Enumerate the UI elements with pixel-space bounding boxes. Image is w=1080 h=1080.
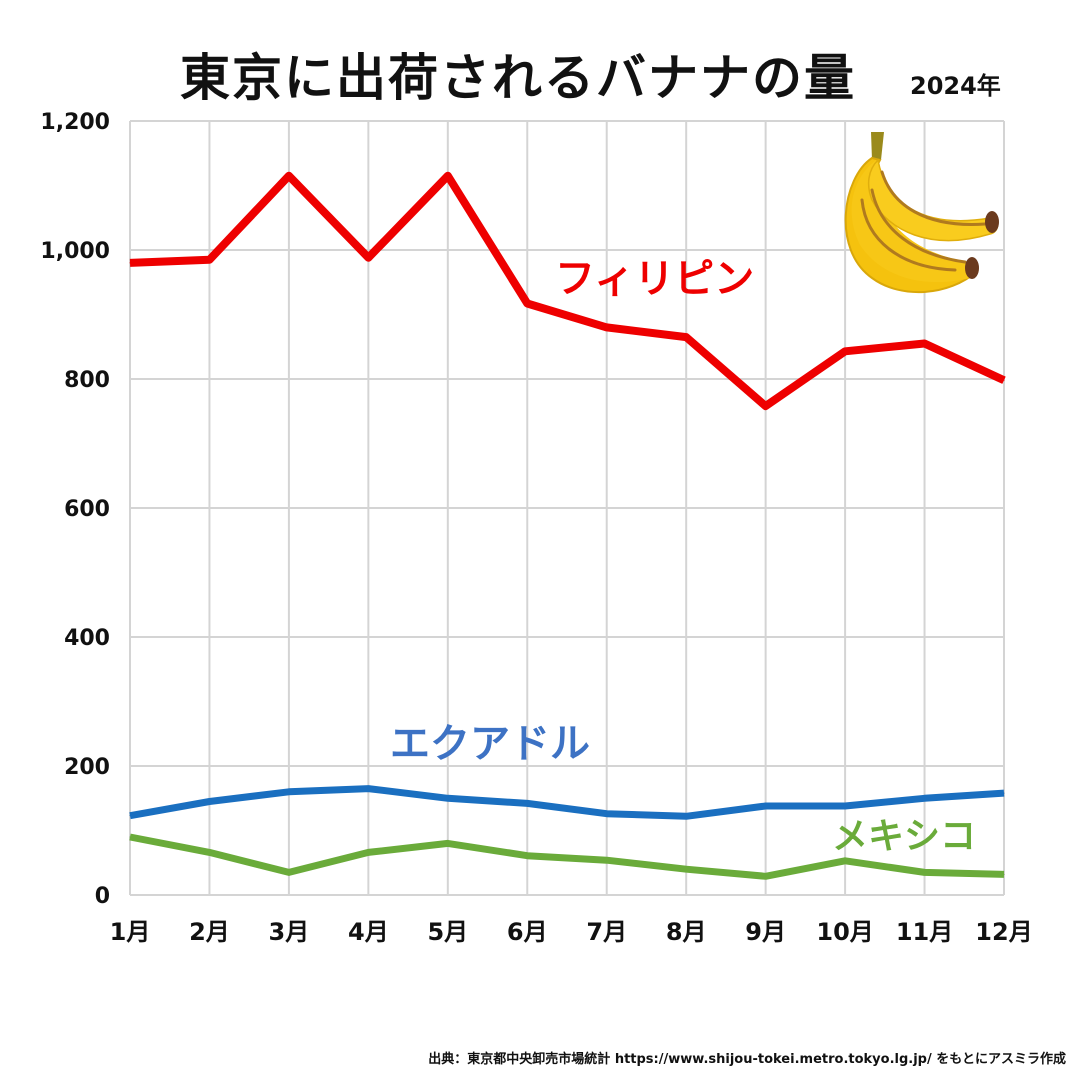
data-point [447, 842, 449, 844]
data-point [844, 350, 846, 352]
x-tick-label: 2月 [189, 918, 230, 946]
data-point [208, 259, 210, 261]
x-tick-label: 3月 [269, 918, 310, 946]
banana-stem [871, 132, 884, 160]
data-point [685, 868, 687, 870]
series-label: エクアドル [390, 721, 590, 767]
x-tick-label: 12月 [975, 918, 1032, 946]
data-point [447, 797, 449, 799]
data-point [367, 851, 369, 853]
data-point [606, 859, 608, 861]
y-tick-label: 1,200 [40, 110, 110, 135]
banana-tip [965, 257, 979, 279]
series-label: メキシコ [832, 816, 976, 857]
x-tick-label: 10月 [816, 918, 873, 946]
data-point [367, 788, 369, 790]
data-point [765, 875, 767, 877]
y-tick-label: 0 [95, 884, 110, 909]
x-tick-label: 9月 [745, 918, 786, 946]
x-tick-label: 6月 [507, 918, 548, 946]
x-tick-label: 7月 [586, 918, 627, 946]
chart-subtitle-year: 2024年 [910, 72, 1001, 100]
series-line [129, 785, 1005, 820]
data-point [288, 175, 290, 177]
data-point [765, 805, 767, 807]
y-tick-label: 600 [64, 497, 110, 522]
data-point [1003, 792, 1005, 794]
data-point [129, 262, 131, 264]
x-tick-label: 11月 [896, 918, 953, 946]
data-point [288, 871, 290, 873]
data-point [288, 791, 290, 793]
data-point [1003, 873, 1005, 875]
series-line [129, 833, 1005, 880]
data-point [1003, 379, 1005, 381]
y-tick-label: 1,000 [40, 239, 110, 264]
data-point [844, 805, 846, 807]
data-point [526, 303, 528, 305]
banana-tip [985, 211, 999, 233]
data-point [526, 802, 528, 804]
data-point [606, 326, 608, 328]
source-note: 出典：東京都中央卸売市場統計 https://www.shijou-tokei.… [428, 1052, 1066, 1067]
data-point [924, 871, 926, 873]
data-point [685, 336, 687, 338]
banana-middle [851, 160, 977, 283]
data-point [129, 815, 131, 817]
banana-illustration [844, 132, 999, 294]
data-point [924, 343, 926, 345]
y-tick-label: 400 [64, 626, 110, 651]
x-tick-label: 4月 [348, 918, 389, 946]
series-line [129, 171, 1006, 411]
data-point [526, 855, 528, 857]
data-point [685, 815, 687, 817]
series-label: フィリピン [555, 256, 754, 302]
data-point [367, 257, 369, 259]
axes: 0 200 400 600 800 1,000 1,200 1月 2月 3月 4月 5月 6月 7月 8月 9… [40, 110, 1032, 946]
data-point [208, 800, 210, 802]
data-point [924, 797, 926, 799]
data-point [208, 851, 210, 853]
series-lines [129, 171, 1006, 880]
data-point [765, 405, 767, 407]
y-tick-label: 200 [64, 755, 110, 780]
x-tick-label: 8月 [666, 918, 707, 946]
data-point [606, 813, 608, 815]
grid [129, 120, 1005, 896]
chart-title: 東京に出荷されるバナナの量 [180, 49, 856, 107]
data-point [129, 836, 131, 838]
x-tick-label: 5月 [427, 918, 468, 946]
y-tick-label: 800 [64, 368, 110, 393]
data-point [447, 175, 449, 177]
data-point [844, 860, 846, 862]
x-tick-label: 1月 [110, 918, 151, 946]
